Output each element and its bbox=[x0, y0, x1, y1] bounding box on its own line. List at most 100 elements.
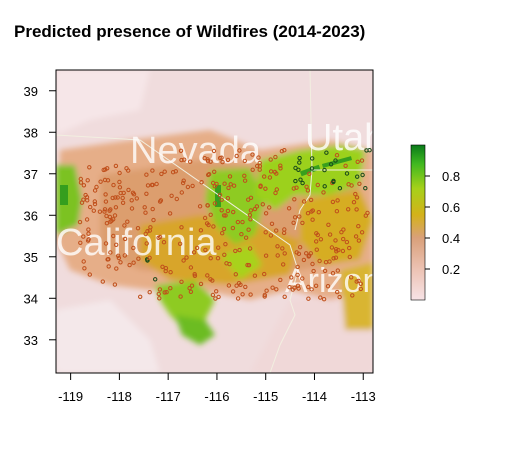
legend-tick-label: 0.4 bbox=[442, 231, 460, 246]
occurrence-point bbox=[163, 268, 168, 274]
occurrence-point bbox=[233, 248, 238, 254]
occurrence-point bbox=[156, 291, 162, 297]
occurrence-point bbox=[88, 204, 93, 210]
occurrence-point bbox=[114, 266, 119, 271]
occurrence-point bbox=[81, 259, 86, 264]
occurrence-point bbox=[208, 159, 213, 164]
occurrence-point bbox=[230, 289, 236, 294]
occurrence-point bbox=[216, 294, 221, 300]
occurrence-point bbox=[97, 209, 103, 214]
occurrence-point bbox=[226, 283, 232, 288]
occurrence-point bbox=[310, 156, 315, 161]
x-tick-label: -117 bbox=[156, 389, 181, 404]
occurrence-point bbox=[199, 180, 204, 185]
occurrence-point bbox=[309, 209, 314, 214]
occurrence-point bbox=[180, 180, 186, 186]
occurrence-point bbox=[86, 227, 91, 232]
occurrence-point bbox=[212, 184, 218, 189]
occurrence-point bbox=[205, 158, 211, 164]
occurrence-point bbox=[337, 294, 342, 300]
occurrence-point bbox=[153, 277, 158, 282]
occurrence-point bbox=[309, 166, 315, 171]
occurrence-point bbox=[145, 183, 151, 188]
occurrence-point bbox=[264, 288, 269, 293]
occurrence-point bbox=[103, 192, 108, 197]
occurrence-point bbox=[144, 241, 149, 246]
occurrence-point bbox=[269, 221, 275, 227]
occurrence-point bbox=[120, 200, 126, 206]
occurrence-point bbox=[227, 174, 233, 179]
occurrence-point bbox=[326, 222, 331, 228]
occurrence-point bbox=[120, 195, 125, 201]
occurrence-point bbox=[355, 174, 360, 179]
occurrence-point bbox=[169, 193, 174, 199]
occurrence-point bbox=[104, 213, 109, 219]
occurrence-point bbox=[306, 254, 311, 259]
occurrence-point bbox=[212, 169, 217, 175]
occurrence-point bbox=[262, 271, 267, 277]
occurrence-point bbox=[341, 227, 346, 232]
occurrence-point bbox=[301, 257, 307, 263]
occurrence-point bbox=[364, 148, 369, 153]
occurrence-point bbox=[178, 148, 184, 154]
occurrence-point bbox=[247, 212, 253, 218]
occurrence-point bbox=[225, 208, 231, 214]
occurrence-point bbox=[226, 185, 231, 191]
occurrence-point bbox=[334, 153, 340, 158]
occurrence-point bbox=[243, 235, 249, 240]
occurrence-point bbox=[113, 163, 119, 169]
occurrence-point bbox=[216, 245, 221, 250]
occurrence-point bbox=[92, 199, 98, 204]
occurrence-point bbox=[263, 211, 269, 216]
occurrence-point bbox=[353, 191, 358, 197]
occurrence-point bbox=[225, 196, 231, 201]
occurrence-point bbox=[354, 207, 359, 212]
occurrence-point bbox=[143, 231, 148, 237]
occurrence-point bbox=[162, 169, 167, 174]
occurrence-point bbox=[236, 281, 242, 286]
occurrence-point bbox=[157, 199, 163, 204]
y-axis: 33 34 35 36 37 38 39 bbox=[24, 84, 56, 348]
occurrence-point bbox=[242, 178, 248, 183]
state-label-nevada: Nevada bbox=[130, 130, 262, 172]
x-axis: -119 -118 -117 -116 -115 -114 -113 bbox=[58, 373, 376, 404]
occurrence-point bbox=[197, 204, 203, 209]
occurrence-point bbox=[78, 240, 83, 246]
occurrence-point bbox=[203, 247, 208, 253]
occurrence-point bbox=[192, 273, 198, 278]
occurrence-point bbox=[278, 277, 283, 283]
occurrence-point bbox=[268, 157, 273, 162]
occurrence-point bbox=[237, 148, 242, 153]
occurrence-point bbox=[208, 256, 213, 261]
occurrence-point bbox=[344, 239, 350, 245]
occurrence-point bbox=[234, 153, 239, 159]
occurrence-point bbox=[242, 158, 248, 164]
occurrence-point bbox=[359, 158, 365, 163]
occurrence-point bbox=[127, 262, 132, 268]
occurrence-point bbox=[187, 286, 192, 291]
occurrence-point bbox=[221, 226, 227, 232]
occurrence-point bbox=[138, 294, 143, 299]
occurrence-point bbox=[275, 253, 280, 258]
occurrence-point bbox=[349, 183, 354, 188]
occurrence-point bbox=[313, 283, 319, 288]
occurrence-point bbox=[273, 190, 278, 196]
occurrence-point bbox=[334, 209, 340, 214]
occurrence-point bbox=[356, 224, 361, 229]
occurrence-point bbox=[121, 190, 126, 196]
occurrence-point bbox=[296, 251, 302, 257]
occurrence-point bbox=[87, 272, 93, 277]
occurrence-point bbox=[356, 238, 362, 243]
occurrence-point bbox=[297, 155, 302, 161]
occurrence-point bbox=[202, 156, 207, 161]
occurrence-point bbox=[243, 284, 248, 290]
occurrence-point bbox=[86, 231, 91, 236]
occurrence-point bbox=[258, 184, 263, 189]
occurrence-point bbox=[365, 210, 370, 216]
occurrence-point bbox=[94, 184, 99, 190]
occurrence-point bbox=[104, 221, 110, 226]
occurrence-point bbox=[278, 166, 283, 171]
occurrence-point bbox=[213, 296, 218, 301]
occurrence-point bbox=[219, 197, 224, 202]
occurrence-point bbox=[108, 250, 113, 255]
